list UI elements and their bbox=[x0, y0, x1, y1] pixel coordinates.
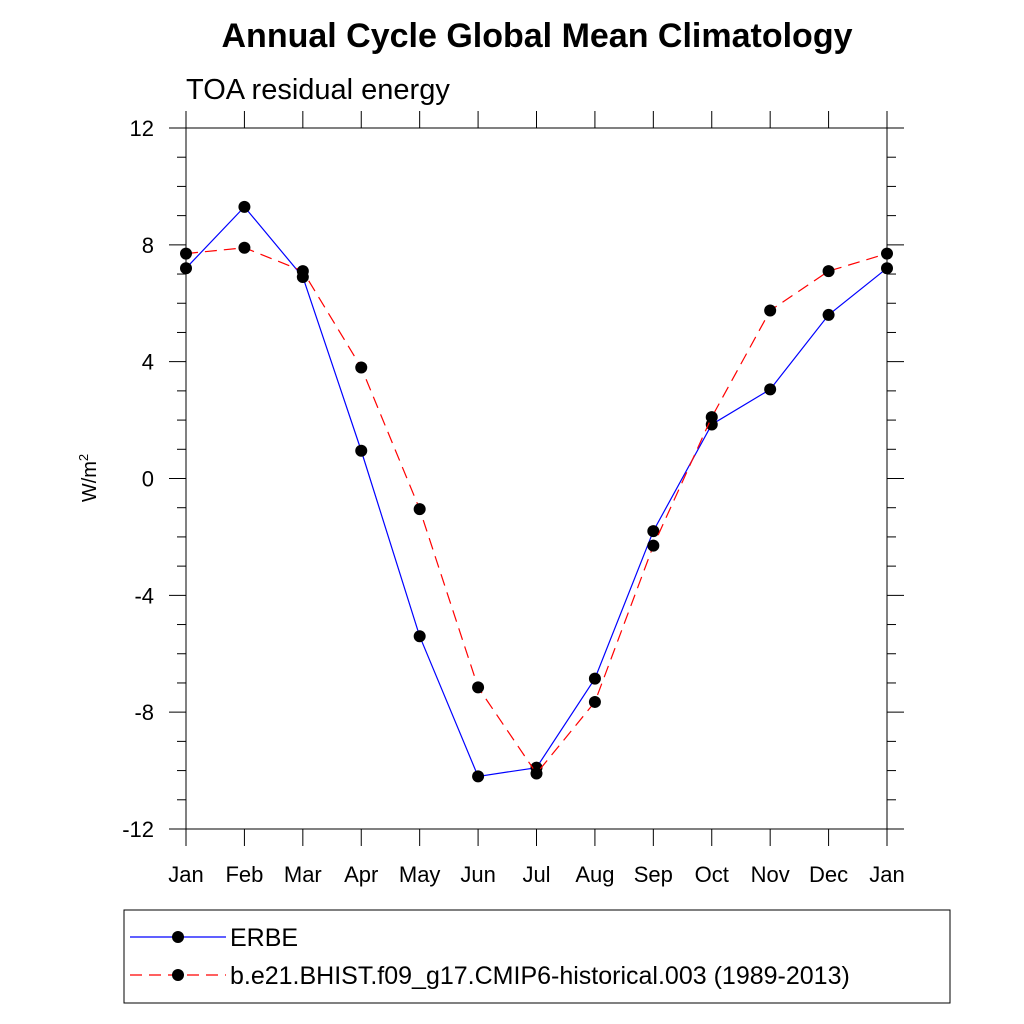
x-tick-label: May bbox=[399, 862, 441, 887]
data-point bbox=[822, 308, 835, 321]
x-tick-label: Nov bbox=[751, 862, 790, 887]
series-model bbox=[180, 241, 893, 780]
plot-series bbox=[180, 200, 893, 783]
data-point bbox=[764, 383, 777, 396]
data-point bbox=[822, 265, 835, 278]
data-point bbox=[588, 672, 601, 685]
series-line bbox=[185, 205, 888, 778]
legend-label: ERBE bbox=[230, 924, 298, 952]
data-point bbox=[881, 247, 893, 260]
y-tick-label: 8 bbox=[142, 233, 154, 258]
x-tick-label: Jun bbox=[460, 862, 495, 887]
data-point bbox=[238, 200, 251, 213]
data-point bbox=[413, 630, 426, 643]
x-tick-label: Sep bbox=[634, 862, 673, 887]
data-point bbox=[355, 361, 368, 374]
legend-box bbox=[123, 909, 951, 1004]
x-tick-label: Jan bbox=[869, 862, 904, 887]
data-point bbox=[355, 444, 368, 457]
plot-frame bbox=[185, 127, 888, 830]
y-tick-label: -12 bbox=[122, 817, 154, 842]
data-point bbox=[647, 525, 660, 538]
y-tick-label: 4 bbox=[142, 350, 154, 375]
y-axis-label: W/m2 bbox=[76, 454, 101, 502]
data-point bbox=[472, 770, 485, 783]
data-point bbox=[705, 411, 718, 424]
data-point bbox=[588, 695, 601, 708]
data-point bbox=[472, 681, 485, 694]
legend-label: b.e21.BHIST.f09_g17.CMIP6-historical.003… bbox=[230, 962, 850, 990]
data-point bbox=[530, 767, 543, 780]
y-axis-label-superscript: 2 bbox=[76, 454, 91, 461]
x-tick-label: Oct bbox=[695, 862, 729, 887]
y-tick-label: 0 bbox=[142, 467, 154, 492]
data-point bbox=[764, 304, 777, 317]
data-point bbox=[238, 241, 251, 254]
data-point bbox=[413, 503, 426, 516]
y-tick-label: -8 bbox=[134, 700, 154, 725]
chart-title: Annual Cycle Global Mean Climatology bbox=[222, 17, 853, 55]
legend: ERBE b.e21.BHIST.f09_g17.CMIP6-historical… bbox=[123, 909, 951, 1004]
x-tick-label: Apr bbox=[344, 862, 378, 887]
data-point bbox=[296, 265, 309, 278]
x-tick-label: Mar bbox=[284, 862, 322, 887]
legend-marker bbox=[172, 931, 184, 943]
data-point bbox=[180, 247, 192, 260]
data-point bbox=[881, 262, 893, 275]
data-point bbox=[647, 539, 660, 552]
y-axis-label-unit: W/m bbox=[79, 461, 101, 502]
series-erbe bbox=[180, 200, 893, 783]
axes: -12 -8 -4 0 4 8 12 Jan Feb Mar Apr May Jun Jul Aug Sep O… bbox=[122, 111, 905, 887]
x-tick-label: Dec bbox=[809, 862, 848, 887]
x-tick-label: Feb bbox=[225, 862, 263, 887]
x-tick-label: Jul bbox=[522, 862, 550, 887]
series-line bbox=[185, 247, 888, 775]
legend-marker bbox=[172, 969, 184, 981]
y-tick-label: 12 bbox=[130, 116, 154, 141]
chart-subtitle: TOA residual energy bbox=[186, 74, 450, 106]
x-tick-label: Jan bbox=[168, 862, 203, 887]
x-tick-label: Aug bbox=[575, 862, 614, 887]
data-point bbox=[180, 262, 192, 275]
y-tick-label: -4 bbox=[134, 583, 154, 608]
